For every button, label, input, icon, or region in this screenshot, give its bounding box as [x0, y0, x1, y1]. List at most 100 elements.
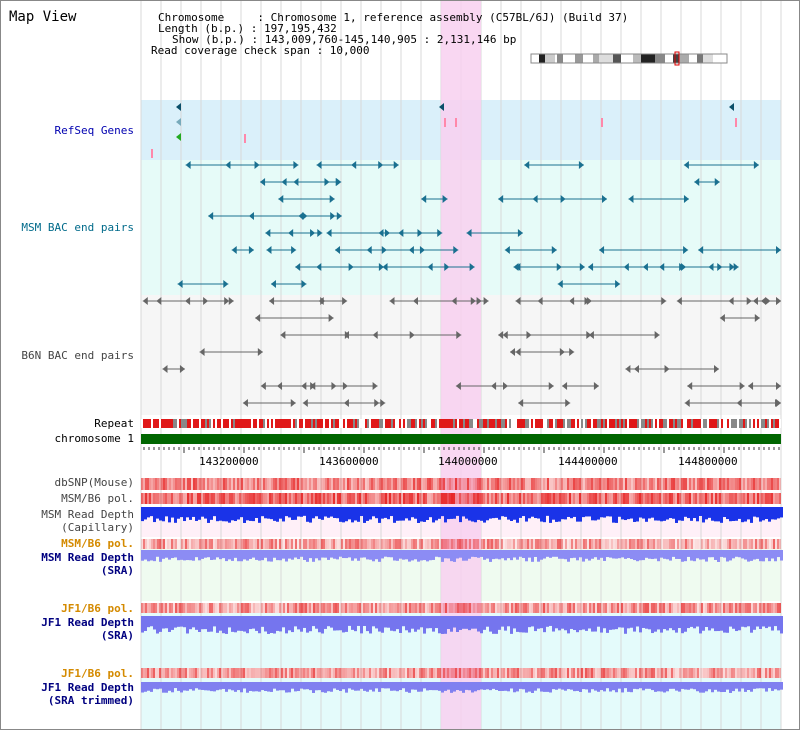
heat-cell	[525, 668, 527, 678]
heat-cell	[367, 603, 369, 613]
heat-cell	[635, 603, 637, 613]
depth-bar	[618, 682, 621, 689]
heat-cell	[545, 668, 547, 678]
depth-bar	[384, 616, 387, 628]
heat-cell	[213, 539, 215, 549]
track-label-jf1-b6-pol-2[interactable]: JF1/B6 pol.	[61, 667, 134, 680]
track-label-repeat[interactable]: Repeat	[94, 417, 134, 430]
heat-cell	[431, 539, 433, 549]
track-label-msm-depth-capillary[interactable]: MSM Read Depth	[41, 508, 134, 521]
heat-cell	[503, 603, 505, 613]
track-label-jf1-b6-pol-1[interactable]: JF1/B6 pol.	[61, 602, 134, 615]
track-label-msm-depth-sra[interactable]: MSM Read Depth	[41, 551, 134, 564]
heat-cell	[593, 603, 595, 613]
heat-cell	[337, 603, 339, 613]
depth-bar	[369, 550, 372, 560]
track-label-jf1-depth-trimmed[interactable]: JF1 Read Depth	[41, 681, 134, 694]
depth-bar	[765, 616, 768, 629]
heat-cell	[401, 493, 403, 504]
heat-cell	[557, 668, 559, 678]
heat-cell	[771, 539, 773, 549]
end-marker	[683, 161, 689, 169]
depth-bar	[492, 616, 495, 634]
heat-cell	[205, 478, 207, 490]
heat-cell	[757, 539, 759, 549]
heat-cell	[415, 478, 417, 490]
depth-bar	[390, 616, 393, 631]
repeat-cell	[589, 419, 591, 428]
depth-bar	[438, 682, 441, 691]
heat-cell	[683, 603, 685, 613]
heat-cell	[225, 478, 227, 490]
depth-bar	[528, 682, 531, 692]
heat-cell	[299, 539, 301, 549]
heat-cell	[501, 539, 503, 549]
repeat-cell	[369, 419, 371, 428]
heat-cell	[539, 668, 541, 678]
depth-bar	[384, 550, 387, 557]
depth-bar	[456, 550, 459, 559]
heat-cell	[423, 478, 425, 490]
repeat-cell	[345, 419, 347, 428]
heat-cell	[525, 493, 527, 504]
heat-cell	[477, 603, 479, 613]
depth-bar	[405, 550, 408, 560]
heat-cell	[309, 539, 311, 549]
heat-cell	[671, 539, 673, 549]
end-marker	[208, 212, 214, 220]
heat-cell	[265, 493, 267, 504]
depth-bar	[189, 682, 192, 690]
depth-bar	[504, 616, 507, 631]
track-label-b6n-bac[interactable]: B6N BAC end pairs	[21, 349, 134, 362]
heat-cell	[207, 668, 209, 678]
heat-cell	[293, 668, 295, 678]
heat-cell	[733, 603, 735, 613]
ideogram-band	[557, 54, 563, 63]
end-marker	[593, 382, 599, 390]
track-label-msm-b6-pol-1[interactable]: MSM/B6 pol.	[61, 492, 134, 505]
depth-bar	[426, 616, 429, 629]
heat-cell	[579, 603, 581, 613]
heat-cell	[527, 493, 529, 504]
heat-cell	[549, 668, 551, 678]
end-marker	[231, 246, 237, 254]
heat-cell	[163, 603, 165, 613]
depth-bar	[432, 550, 435, 560]
track-label-chromosome[interactable]: chromosome 1	[54, 432, 134, 445]
heat-cell	[549, 478, 551, 490]
heat-cell	[755, 539, 757, 549]
ideogram-band	[575, 54, 583, 63]
heat-cell	[191, 493, 193, 504]
track-label-refseq[interactable]: RefSeq Genes	[54, 124, 134, 137]
track-label-msm-bac[interactable]: MSM BAC end pairs	[21, 221, 134, 234]
heat-cell	[771, 493, 773, 504]
heat-cell	[479, 603, 481, 613]
heat-cell	[281, 478, 283, 490]
heat-cell	[637, 668, 639, 678]
heat-cell	[413, 478, 415, 490]
track-label-dbsnp[interactable]: dbSNP(Mouse)	[54, 476, 134, 489]
repeat-cell	[161, 419, 163, 428]
depth-bar	[408, 616, 411, 633]
end-marker	[278, 195, 284, 203]
heat-cell	[495, 493, 497, 504]
heat-cell	[705, 668, 707, 678]
end-marker	[255, 314, 261, 322]
heat-cell	[343, 668, 345, 678]
depth-bar	[579, 682, 582, 692]
track-label-jf1-depth-sra[interactable]: JF1 Read Depth	[41, 616, 134, 629]
heat-cell	[195, 493, 197, 504]
depth-bar	[240, 550, 243, 562]
depth-bar	[303, 616, 306, 628]
heat-cell	[365, 493, 367, 504]
depth-bar	[171, 682, 174, 693]
depth-bar	[252, 682, 255, 692]
depth-bar	[621, 507, 624, 520]
track-label-msm-b6-pol-2[interactable]: MSM/B6 pol.	[61, 537, 134, 550]
depth-bar	[495, 507, 498, 518]
heat-cell	[695, 478, 697, 490]
heat-cell	[215, 668, 217, 678]
repeat-cell	[441, 419, 443, 428]
heat-cell	[691, 668, 693, 678]
